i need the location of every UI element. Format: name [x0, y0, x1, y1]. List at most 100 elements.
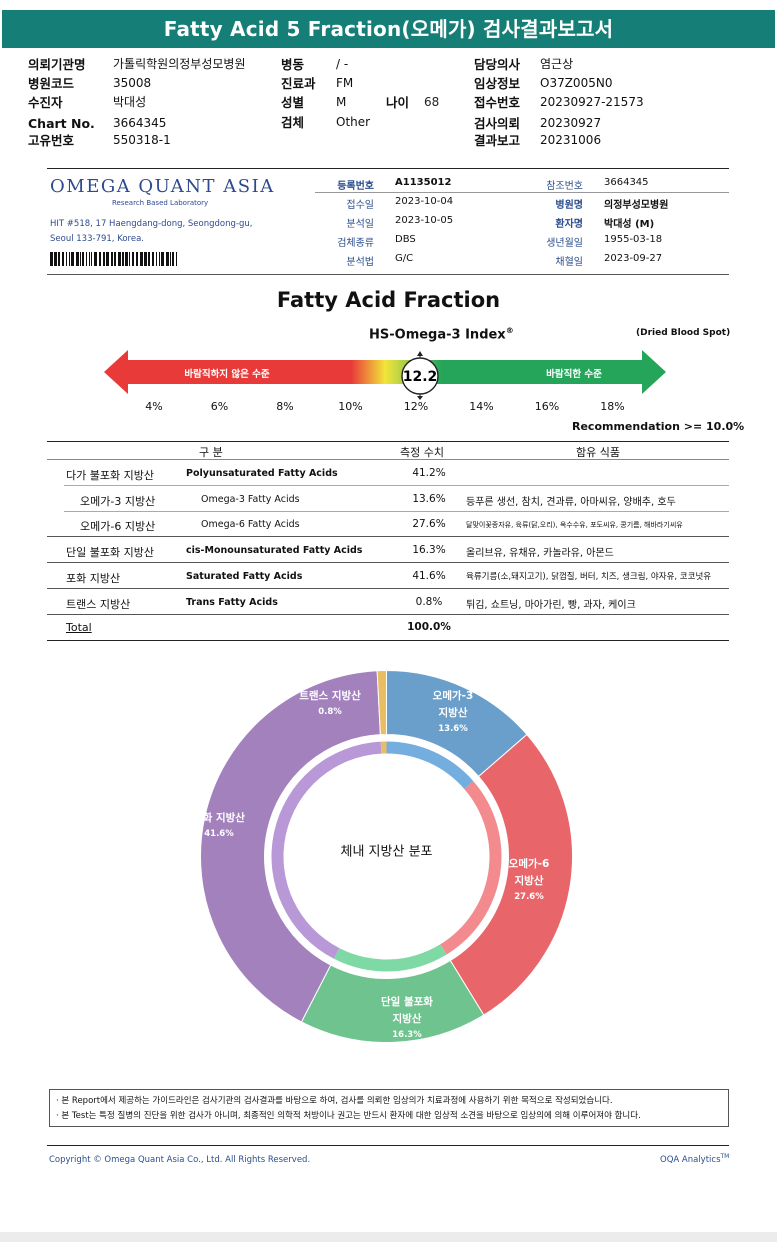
- info-value: 박대성: [113, 95, 147, 109]
- barcode-bar: [111, 252, 113, 266]
- reg-label: 접수일: [346, 200, 374, 211]
- slice-label: 포화 지방산: [199, 811, 245, 824]
- barcode-bar: [148, 252, 150, 266]
- barcode-bar: [176, 252, 177, 266]
- info-value: 20230927-21573: [540, 95, 644, 109]
- info-value: 염근상: [540, 57, 574, 71]
- reg-label: 분석일: [346, 219, 374, 230]
- reg-label: 생년월일: [546, 238, 583, 249]
- row-english: Polyunsaturated Fatty Acids: [186, 468, 338, 479]
- scale-tick: 14%: [469, 400, 494, 413]
- reg-value: 박대성 (M): [604, 219, 655, 230]
- slice-inner: [386, 741, 474, 789]
- barcode-bar: [122, 252, 124, 266]
- info-value: 20230927: [540, 116, 602, 130]
- lab-address-1: HIT #518, 17 Haengdang-dong, Seongdong-g…: [50, 219, 253, 229]
- down-arrow-icon: [417, 396, 423, 400]
- bad-level-label: 바람직하지 않은 수준: [184, 368, 270, 380]
- info-value: 가톨릭학원의정부성모병원: [113, 57, 246, 71]
- barcode-bar: [152, 252, 154, 266]
- barcode-bar: [62, 252, 64, 266]
- header-food: 함유 식품: [576, 446, 620, 459]
- barcode: [50, 251, 180, 266]
- scale-tick: 10%: [338, 400, 363, 413]
- barcode-bar: [71, 252, 74, 266]
- slice-outer: [449, 733, 573, 1016]
- row-english: Trans Fatty Acids: [186, 597, 278, 608]
- row-english: Omega-6 Fatty Acids: [201, 519, 300, 530]
- row-category: 오메가-6 지방산: [80, 520, 156, 533]
- reg-label: 참조번호: [546, 181, 583, 192]
- barcode-bar: [136, 252, 138, 266]
- barcode-bar: [82, 252, 84, 266]
- footer-band: [0, 1232, 777, 1242]
- table-header-line: [47, 459, 729, 460]
- barcode-bar: [99, 252, 101, 266]
- lab-logo-subtitle: Research Based Laboratory: [112, 199, 209, 207]
- info-label: 성별: [281, 95, 305, 110]
- up-arrow-icon: [417, 351, 423, 356]
- row-food: 올리브유, 유채유, 카놀라유, 아몬드: [466, 548, 614, 559]
- info-label: 접수번호: [474, 95, 521, 110]
- copyright: Copyright © Omega Quant Asia Co., Ltd. A…: [49, 1155, 311, 1165]
- row-divider: [47, 614, 729, 615]
- info-label: 검사의뢰: [474, 116, 521, 131]
- row-english: Omega-3 Fatty Acids: [201, 494, 300, 505]
- age-value: 68: [424, 95, 440, 109]
- reg-label: 등록번호: [337, 181, 374, 192]
- reg-value: 2023-09-27: [604, 253, 663, 264]
- barcode-bar: [69, 252, 70, 266]
- info-value: 3664345: [113, 116, 167, 130]
- barcode-bar: [125, 252, 128, 266]
- slice-label: 지방산: [439, 706, 468, 719]
- note-1: · 본 Report에서 제공하는 가이드라인은 검사기관의 검사결과를 바탕으…: [56, 1096, 613, 1106]
- scale-tick: 16%: [534, 400, 560, 413]
- row-value: 41.6%: [412, 570, 446, 582]
- note-2: · 본 Test는 특정 질병의 진단을 위한 검사가 아니며, 최종적인 의학…: [56, 1111, 641, 1121]
- info-label: Chart No.: [28, 116, 95, 131]
- barcode-bar: [132, 252, 134, 266]
- barcode-bar: [106, 252, 109, 266]
- barcode-bar: [144, 252, 147, 266]
- barcode-bar: [156, 252, 157, 266]
- info-value: / -: [336, 57, 349, 71]
- info-value: 20231006: [540, 133, 602, 147]
- row-category: 다가 불포화 지방산: [66, 469, 154, 482]
- slice-label: 오메가-6: [509, 857, 550, 870]
- barcode-bar: [94, 252, 97, 266]
- reg-label: 검체종류: [337, 238, 374, 249]
- barcode-bar: [161, 252, 164, 266]
- reg-label: 분석법: [346, 257, 374, 268]
- row-food: 달맞이꽃종자유, 육류(닭,오리), 옥수수유, 포도씨유, 콩기름, 해바라기…: [466, 521, 683, 529]
- row-english: Saturated Fatty Acids: [186, 571, 303, 582]
- barcode-bar: [89, 252, 90, 266]
- barcode-bar: [103, 252, 105, 266]
- info-value: O37Z005N0: [540, 76, 613, 90]
- reg-value: 의정부성모병원: [604, 200, 669, 211]
- row-food: 튀김, 쇼트닝, 마아가린, 빵, 과자, 케이크: [466, 600, 636, 611]
- slice-label: 트랜스 지방산: [299, 689, 361, 702]
- row-food: 육류기름(소,돼지고기), 닭껍질, 버터, 치즈, 생크림, 야자유, 코코넛…: [466, 572, 712, 582]
- slice-inner: [333, 944, 447, 972]
- reg-value: DBS: [395, 234, 416, 245]
- row-value: 41.2%: [412, 467, 446, 479]
- lab-logo-text: OMEGA QUANT ASIA: [50, 176, 275, 197]
- reg-label: 채혈일: [555, 257, 583, 268]
- info-value: M: [336, 95, 347, 109]
- slice-value: 13.6%: [438, 724, 468, 734]
- scale-tick: 12%: [403, 400, 429, 413]
- chart-title: 체내 지방산 분포: [341, 845, 433, 860]
- slice-label: 지방산: [515, 874, 544, 887]
- reg-value: 1955-03-18: [604, 234, 663, 245]
- scale-tick: 18%: [600, 400, 625, 413]
- barcode-bar: [118, 252, 121, 266]
- scale-tick: 8%: [276, 400, 294, 413]
- index-value: 12.2: [403, 369, 438, 385]
- info-label: 결과보고: [474, 133, 521, 148]
- slice-inner: [380, 741, 387, 754]
- recommendation: Recommendation >= 10.0%: [572, 420, 745, 433]
- info-label: 검체: [281, 115, 305, 130]
- slice-value: 16.3%: [392, 1030, 422, 1040]
- table-top-line: [47, 441, 729, 442]
- reg-value: A1135012: [395, 177, 452, 188]
